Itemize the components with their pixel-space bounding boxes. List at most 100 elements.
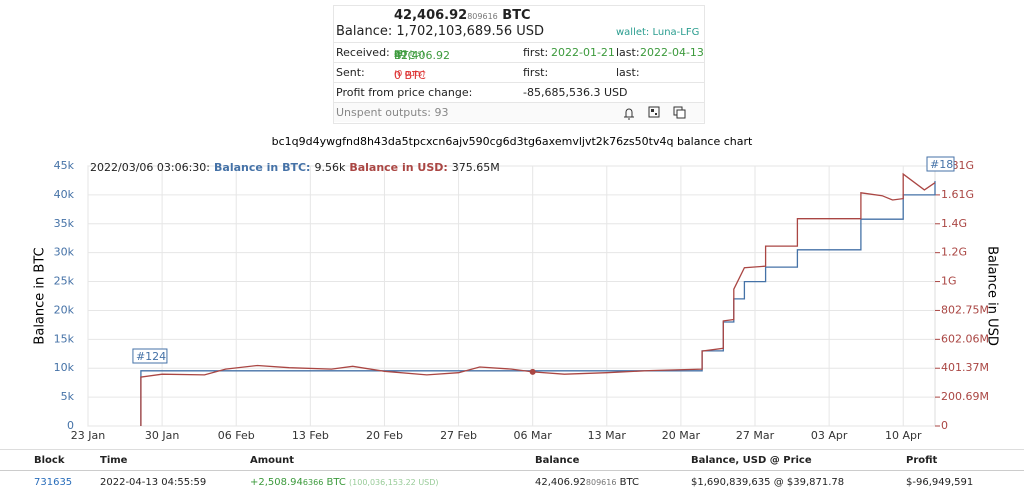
x-tick-label: 06 Feb: [218, 429, 255, 442]
series-line: [140, 181, 936, 426]
ins: (93 ins): [394, 49, 425, 58]
x-tick-label: 13 Feb: [292, 429, 329, 442]
x-tick-label: 13 Mar: [588, 429, 627, 442]
label: first:: [523, 46, 549, 59]
amount: +2,508.94: [250, 477, 303, 488]
balance-small: 809616: [585, 478, 617, 487]
tooltip-btc-label: Balance in BTC:: [214, 161, 310, 174]
btc-main: 42,406.92: [394, 8, 468, 23]
tooltip-usd: 375.65M: [452, 161, 500, 174]
y2-tick-label: 802.75M: [941, 303, 989, 316]
amount-small: 6366: [302, 478, 324, 487]
usd-price: $1,690,839,635 @ $39,871.78: [691, 477, 845, 488]
flag-box: [132, 348, 168, 364]
balance: 42,406.92: [535, 477, 586, 488]
tooltip: 2022/03/06 03:06:30: Balance in BTC: 9.56k…: [90, 161, 500, 174]
rule: [0, 449, 1024, 450]
unit: BTC: [619, 477, 640, 488]
value-small: 81: [394, 49, 405, 58]
sent-row: Sent: 0 BTC (0 outs) first: last:: [334, 62, 704, 82]
chart-title: bc1q9d4ywgfnd8h43da5tpcxcn6ajv590cg6d3tg…: [272, 135, 753, 148]
y-tick-label: 40k: [54, 188, 75, 201]
date: 2022-01-21: [551, 46, 615, 59]
x-tick-label: 23 Jan: [71, 429, 105, 442]
y-tick-label: 30k: [54, 246, 75, 259]
y-tick-label: 35k: [54, 217, 75, 230]
y2-tick-label: 0: [941, 419, 948, 432]
y2-tick-label: 602.06M: [941, 332, 989, 345]
y-tick-label: 5k: [61, 390, 75, 403]
y-tick-label: 15k: [54, 332, 75, 345]
unit: BTC: [326, 477, 346, 488]
outs: (0 outs): [394, 69, 426, 78]
rule: [0, 470, 1024, 471]
chart: bc1q9d4ywgfnd8h43da5tpcxcn6ajv590cg6d3tg…: [33, 135, 1000, 442]
date: 2022-04-13: [640, 46, 704, 59]
y-tick-label: 45k: [54, 159, 75, 172]
btc-small: 809616: [467, 12, 498, 21]
balance: Balance: 1,702,103,689.56 USD: [336, 24, 545, 39]
label: first:: [523, 66, 549, 79]
header[interactable]: Time: [100, 455, 128, 466]
btc-total: 42,406.92809616 BTC: [394, 8, 531, 23]
profit-row: Profit from price change: -85,685,536.3 …: [334, 82, 704, 102]
icons[interactable]: [622, 106, 692, 120]
x-tick-label: 10 Apr: [885, 429, 922, 442]
label: Unspent outputs: 93: [336, 106, 449, 119]
flag-box: [926, 156, 955, 172]
value: 42,406.92: [394, 49, 450, 62]
unspent-row: Unspent outputs: 93: [334, 102, 704, 122]
flag[interactable]: #18: [926, 156, 955, 172]
plot-border: [87, 165, 936, 427]
y-tick-label: 0: [67, 419, 74, 432]
y2-tick-label: 200.69M: [941, 390, 989, 403]
y-tick-label: 20k: [54, 303, 75, 316]
label: Sent:: [336, 66, 365, 79]
header[interactable]: Block: [34, 455, 65, 466]
hover-point: [529, 368, 536, 375]
value: -85,685,536.3 USD: [523, 86, 628, 99]
header[interactable]: Profit: [906, 455, 938, 466]
block-link[interactable]: 731635: [34, 477, 73, 488]
flag-label: #18: [930, 158, 953, 171]
y-axis-title: Balance in BTC: [33, 247, 48, 344]
tooltip-btc: 9.56k: [314, 161, 345, 174]
summary-box: 42,406.92809616 BTC Balance: 1,702,103,6…: [333, 5, 705, 124]
tooltip-usd-label: Balance in USD:: [349, 161, 447, 174]
header[interactable]: Amount: [250, 455, 295, 466]
profit: $-96,949,591: [906, 477, 974, 488]
label: last:: [616, 46, 640, 59]
x-tick-label: 27 Feb: [440, 429, 477, 442]
x-tick-label: 03 Apr: [811, 429, 848, 442]
label: Profit from price change:: [336, 86, 473, 99]
y2-tick-label: 1.61G: [941, 188, 974, 201]
x-tick-label: 06 Mar: [514, 429, 553, 442]
x-tick-label: 20 Feb: [366, 429, 403, 442]
value: 0 BTC: [394, 69, 426, 82]
received-row: Received: 42,406.92 81 BTC (93 ins) first…: [334, 42, 704, 62]
y-tick-label: 10k: [54, 361, 75, 374]
y2-tick-label: 1G: [941, 275, 957, 288]
label: last:: [616, 66, 640, 79]
tooltip-time: 2022/03/06 03:06:30:: [90, 161, 210, 174]
flag-label: #124: [136, 350, 166, 363]
x-tick-label: 20 Mar: [662, 429, 701, 442]
flag[interactable]: #124: [132, 348, 168, 364]
wallet-link[interactable]: wallet: Luna-LFG: [616, 27, 700, 38]
btc-unit: BTC: [502, 8, 531, 23]
y2-tick-label: 401.37M: [941, 361, 989, 374]
unit: BTC: [394, 49, 416, 62]
x-tick-label: 27 Mar: [736, 429, 775, 442]
series-line: [140, 172, 936, 426]
y2-axis-title: Balance in USD: [985, 246, 1000, 346]
y-tick-label: 25k: [54, 275, 75, 288]
y2-tick-label: 1.2G: [941, 246, 967, 259]
x-tick-label: 30 Jan: [145, 429, 179, 442]
header[interactable]: Balance, USD @ Price: [691, 455, 812, 466]
header[interactable]: Balance: [535, 455, 580, 466]
label: Received:: [336, 46, 390, 59]
y2-tick-label: 1.4G: [941, 217, 967, 230]
time: 2022-04-13 04:55:59: [100, 477, 207, 488]
amount-usd: (100,036,153.22 USD): [349, 478, 439, 487]
